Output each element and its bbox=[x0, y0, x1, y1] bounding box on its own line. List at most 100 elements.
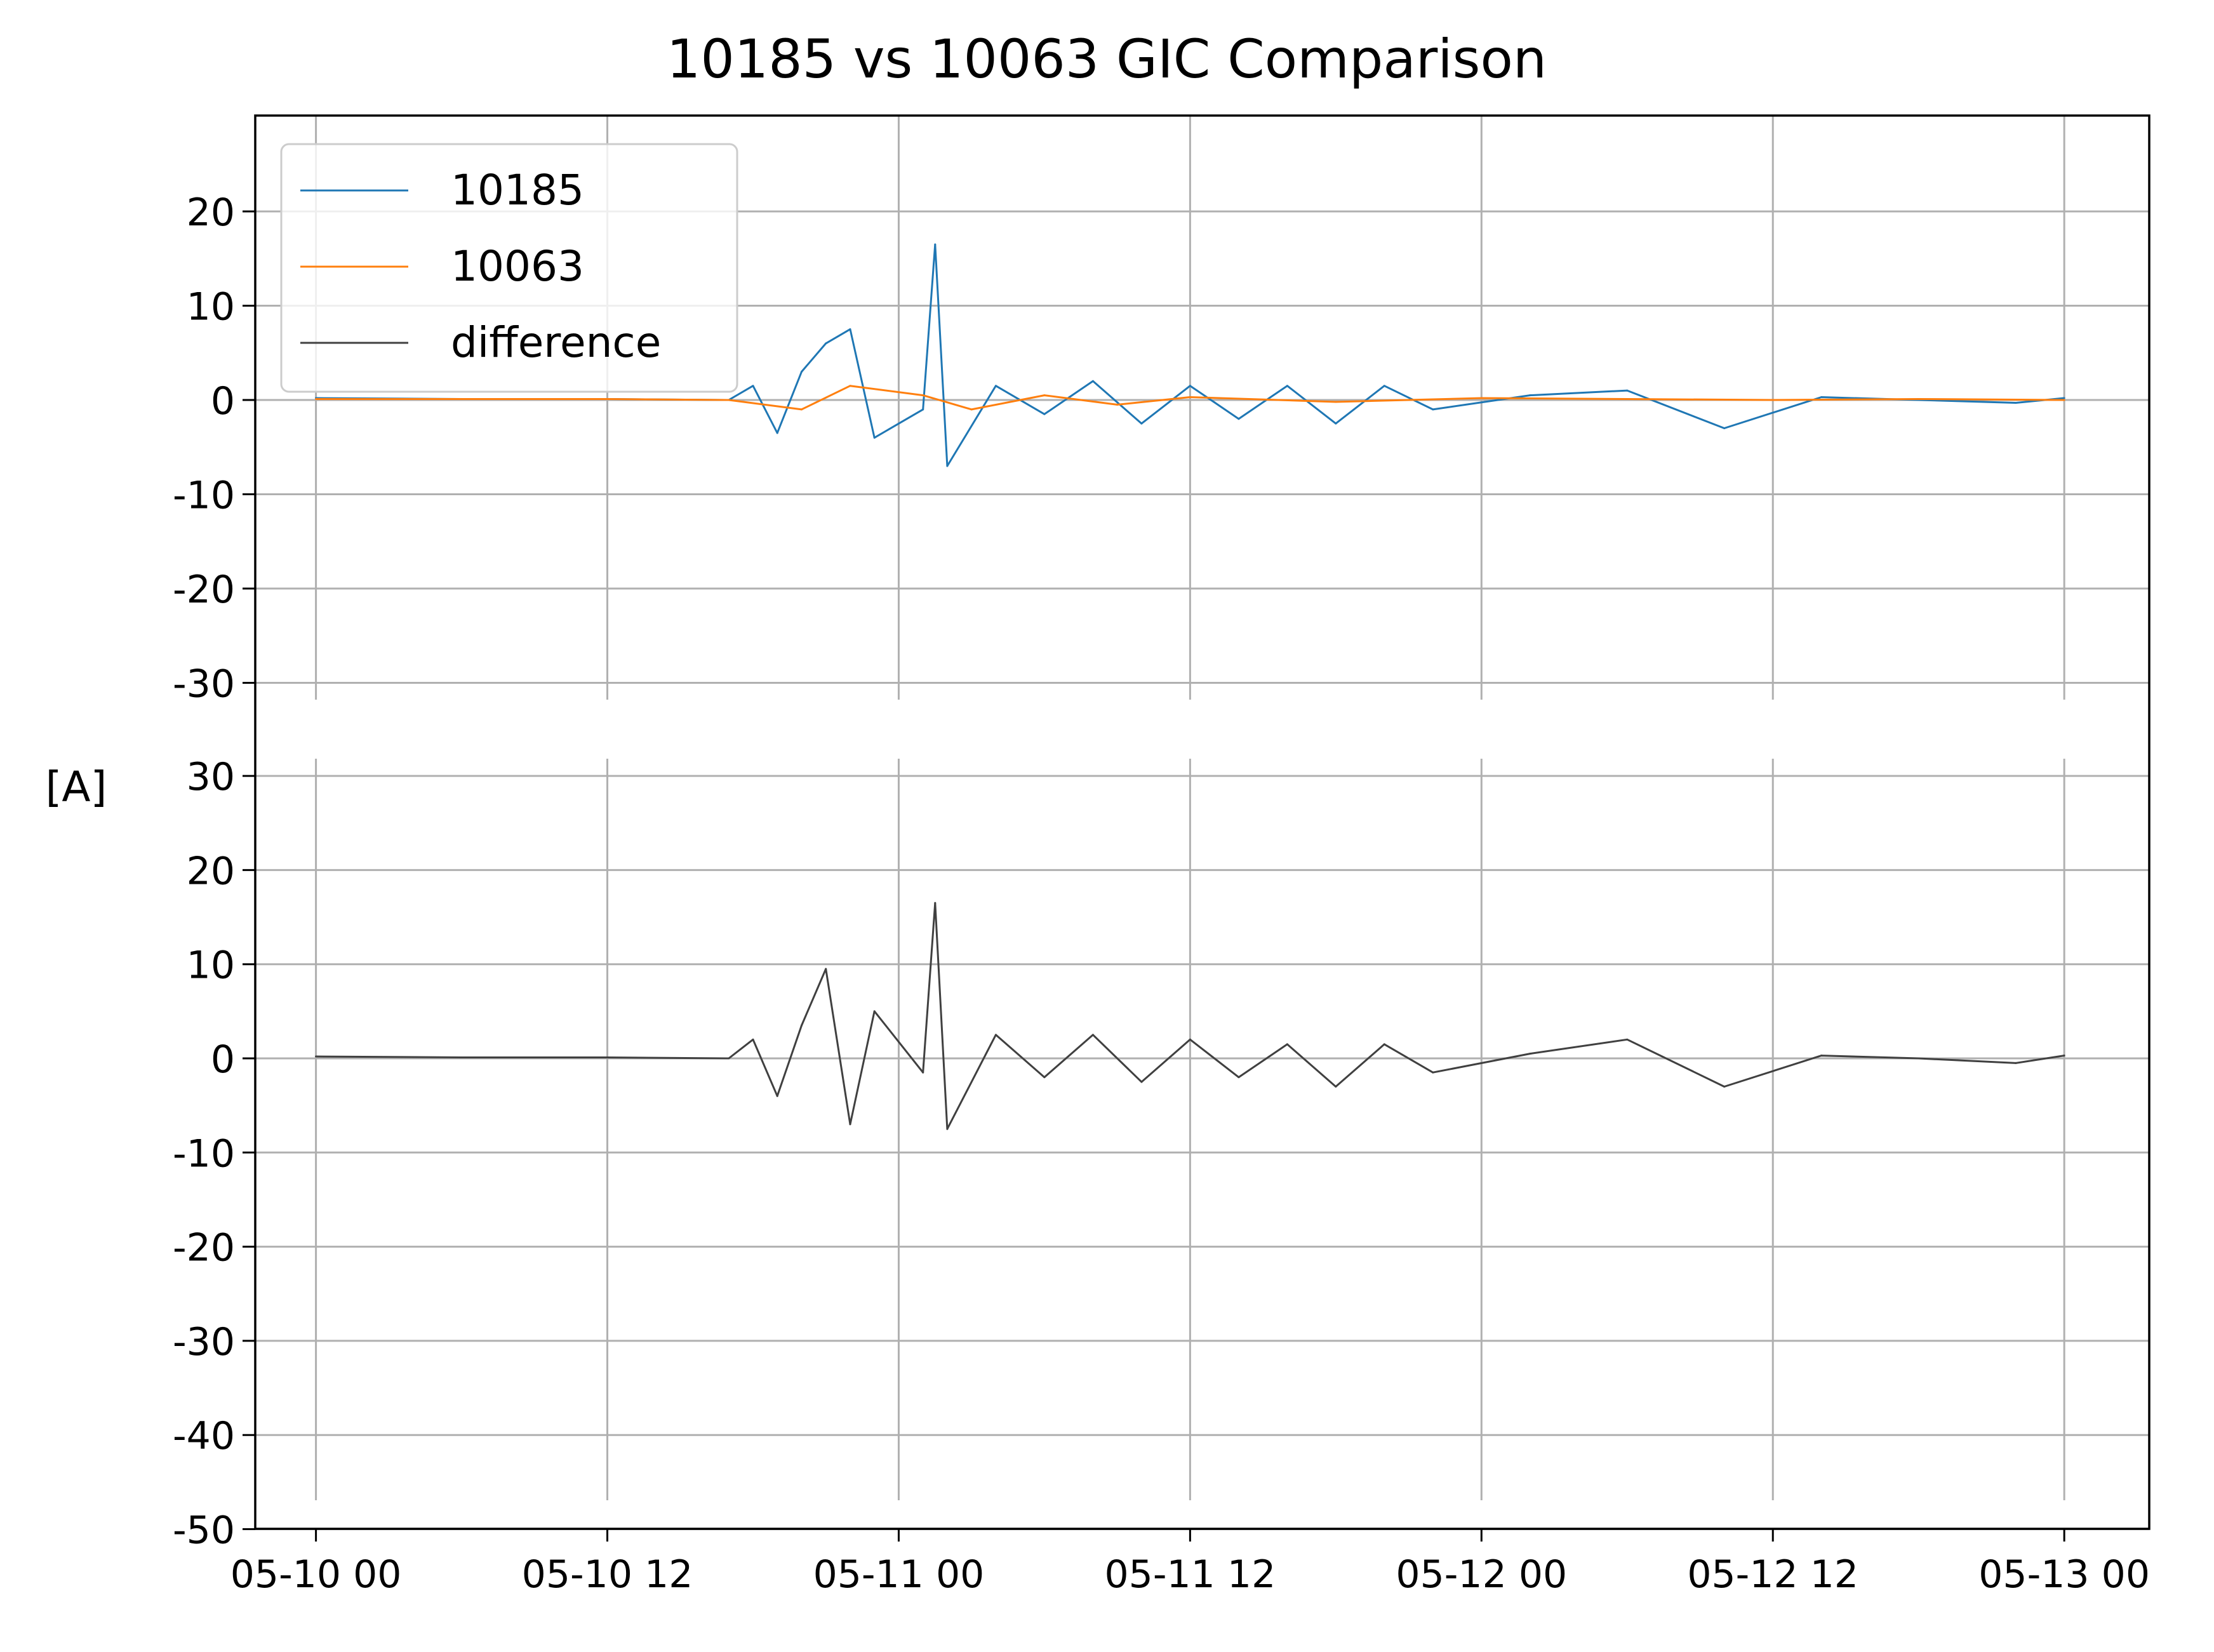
data-point bbox=[1091, 380, 1094, 382]
data-point bbox=[922, 394, 924, 397]
data-point bbox=[1043, 394, 1046, 397]
data-point bbox=[800, 370, 803, 373]
data-point bbox=[800, 1024, 803, 1027]
data-point bbox=[1432, 1071, 1434, 1074]
data-point bbox=[1917, 1057, 1920, 1060]
data-point bbox=[2063, 399, 2065, 401]
data-point bbox=[922, 1071, 924, 1074]
data-point bbox=[1383, 1043, 1385, 1046]
legend-label: difference bbox=[451, 318, 661, 367]
data-point bbox=[934, 902, 937, 904]
data-point bbox=[849, 1123, 851, 1126]
data-point bbox=[825, 342, 827, 345]
data-point bbox=[776, 1095, 778, 1097]
data-point bbox=[1335, 1085, 1337, 1088]
data-point bbox=[606, 398, 609, 401]
x-tick-label: 05-10 12 bbox=[522, 1552, 693, 1597]
y-tick-label: 0 bbox=[211, 379, 235, 423]
data-point bbox=[1043, 1076, 1046, 1079]
data-point bbox=[849, 328, 851, 331]
data-point bbox=[776, 432, 778, 434]
x-tick-label: 05-12 12 bbox=[1687, 1552, 1858, 1597]
legend: 10185 10063 difference bbox=[280, 143, 738, 393]
y-tick-label: 30 bbox=[187, 755, 235, 799]
data-point bbox=[873, 436, 876, 439]
data-point bbox=[315, 398, 317, 401]
data-point bbox=[1091, 1034, 1094, 1036]
y-tick-label: 20 bbox=[187, 849, 235, 893]
data-point bbox=[1723, 427, 1726, 430]
data-point bbox=[1140, 1081, 1143, 1083]
y-tick-label: -10 bbox=[173, 1131, 235, 1176]
data-point bbox=[1286, 1043, 1288, 1046]
data-point bbox=[2063, 1055, 2065, 1057]
data-point bbox=[1820, 1055, 1823, 1057]
data-point bbox=[460, 1056, 463, 1059]
data-point bbox=[315, 1055, 317, 1058]
axes-frame bbox=[254, 114, 2151, 1530]
data-point bbox=[1529, 1053, 1531, 1055]
legend-label: 10185 bbox=[451, 166, 584, 215]
series-line-difference bbox=[316, 902, 2065, 1130]
data-point bbox=[1189, 1038, 1191, 1041]
y-tick-label: -30 bbox=[173, 1320, 235, 1364]
data-point bbox=[2015, 1062, 2017, 1064]
y-tick-label: -40 bbox=[173, 1414, 235, 1458]
data-point bbox=[946, 1128, 949, 1130]
data-point bbox=[1626, 398, 1629, 401]
data-point bbox=[1189, 385, 1191, 387]
data-point bbox=[1116, 403, 1119, 406]
x-tick-label: 05-13 00 bbox=[1978, 1552, 2150, 1597]
y-tick-label: -20 bbox=[173, 1226, 235, 1270]
data-point bbox=[460, 398, 463, 401]
data-point bbox=[1286, 385, 1288, 387]
y-tick-label: -20 bbox=[173, 568, 235, 612]
data-point bbox=[1043, 413, 1046, 415]
y-tick-label: 0 bbox=[211, 1037, 235, 1082]
data-point bbox=[1432, 408, 1434, 411]
data-point bbox=[1917, 398, 1920, 401]
data-point bbox=[1189, 396, 1191, 399]
data-point bbox=[1723, 1085, 1726, 1088]
data-point bbox=[1335, 401, 1337, 403]
data-point bbox=[849, 385, 851, 387]
data-point bbox=[994, 385, 997, 387]
x-tick-label: 05-12 00 bbox=[1396, 1552, 1567, 1597]
data-point bbox=[752, 385, 754, 387]
data-point bbox=[994, 1034, 997, 1036]
data-point bbox=[922, 408, 924, 411]
y-tick-label: -30 bbox=[173, 662, 235, 707]
data-point bbox=[2063, 397, 2065, 399]
data-point bbox=[752, 1038, 754, 1041]
y-tick-label: 10 bbox=[187, 285, 235, 330]
x-tick-label: 05-10 00 bbox=[230, 1552, 402, 1597]
data-point bbox=[1383, 385, 1385, 387]
x-tick-label: 05-11 00 bbox=[813, 1552, 985, 1597]
data-point bbox=[970, 408, 973, 411]
data-point bbox=[1237, 418, 1240, 420]
y-tick-label: 20 bbox=[187, 190, 235, 235]
y-tick-label: 10 bbox=[187, 943, 235, 988]
plot-area: 20100-10-20-303020100-10-20-30-40-5005-1… bbox=[173, 114, 2151, 1597]
y-axis-label: [A] bbox=[46, 763, 107, 811]
legend-label: 10063 bbox=[451, 242, 584, 291]
data-point bbox=[1626, 389, 1629, 392]
data-point bbox=[873, 1010, 876, 1013]
data-point bbox=[1529, 394, 1531, 397]
data-point bbox=[1237, 1076, 1240, 1079]
legend-box bbox=[280, 143, 738, 393]
chart-title: 10185 vs 10063 GIC Comparison bbox=[667, 28, 1547, 90]
y-tick-label: -50 bbox=[173, 1509, 235, 1553]
data-point bbox=[1820, 396, 1823, 399]
data-point bbox=[800, 408, 803, 411]
data-point bbox=[825, 968, 827, 970]
data-point bbox=[728, 1057, 730, 1060]
y-tick-label: -10 bbox=[173, 474, 235, 518]
data-point bbox=[1140, 422, 1143, 425]
data-point bbox=[1771, 399, 1774, 401]
data-point bbox=[606, 1056, 609, 1059]
data-point bbox=[728, 399, 730, 401]
data-point bbox=[1335, 422, 1337, 425]
data-point bbox=[1626, 1038, 1629, 1041]
